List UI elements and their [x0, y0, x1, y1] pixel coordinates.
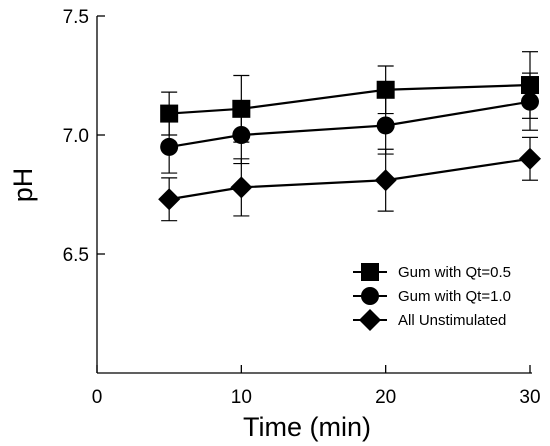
legend-marker-2 — [359, 309, 381, 331]
series-line-1 — [168, 100, 531, 148]
legend-marker-0 — [361, 263, 379, 281]
data-point-1-1 — [232, 126, 251, 144]
data-point-0-2 — [376, 80, 395, 99]
data-point-1-0 — [160, 137, 179, 156]
legend-label-1: Gum with Qt=1.0 — [398, 288, 511, 305]
data-point-2-0 — [158, 188, 181, 211]
x-tick-label-30: 30 — [519, 387, 540, 408]
x-axis-label: Time (min) — [243, 412, 371, 442]
legend-marker-1 — [361, 287, 379, 305]
y-tick-label-7: 7.0 — [63, 126, 89, 147]
x-tick-label-10: 10 — [231, 387, 252, 408]
data-point-2-1 — [230, 176, 253, 199]
series-layer — [158, 51, 541, 222]
series-line-0 — [169, 83, 531, 115]
y-axis-label: pH — [8, 168, 38, 203]
legend: Gum with Qt=0.5 Gum with Qt=1.0 All Unstim… — [353, 263, 511, 331]
y-tick-label-6.5: 6.5 — [63, 245, 89, 266]
series-2 — [158, 136, 541, 222]
x-tick-label-0: 0 — [92, 387, 103, 408]
data-point-2-2 — [374, 169, 397, 192]
series-1 — [160, 72, 539, 174]
legend-label-2: All Unstimulated — [398, 312, 506, 329]
data-point-2-3 — [519, 147, 541, 170]
y-tick-label-7.5: 7.5 — [63, 7, 89, 28]
data-point-1-3 — [521, 92, 539, 111]
axes: 6.5 7.0 7.5 0 10 20 30 — [63, 7, 541, 408]
data-point-1-2 — [376, 116, 395, 135]
series-line-2 — [168, 157, 531, 201]
legend-label-0: Gum with Qt=0.5 — [398, 264, 511, 281]
data-point-0-0 — [160, 104, 179, 123]
x-tick-label-20: 20 — [375, 387, 396, 408]
